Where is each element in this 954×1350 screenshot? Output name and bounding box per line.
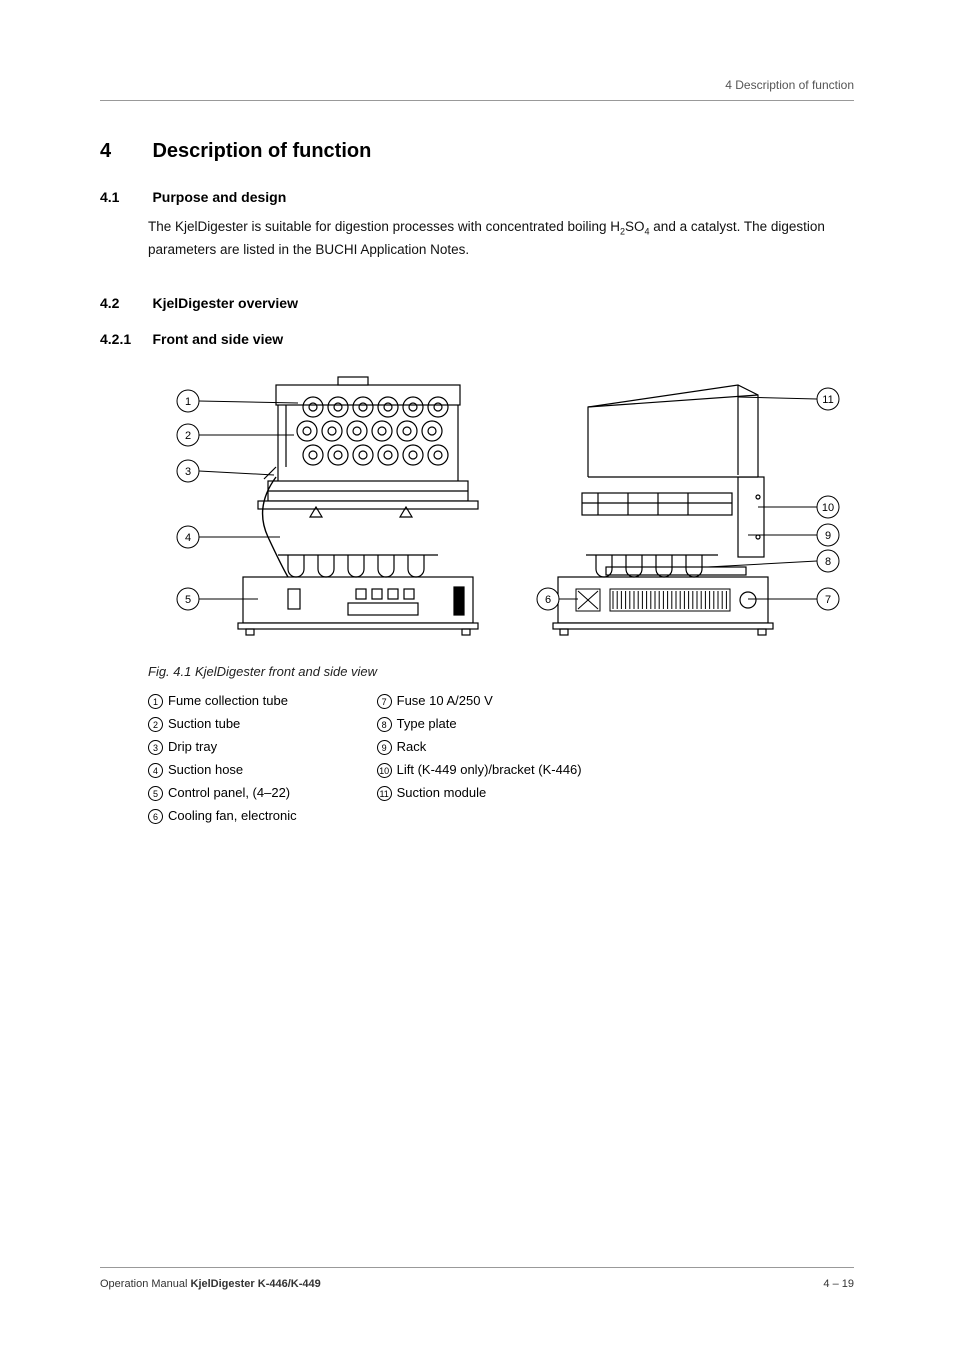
- header-right-text: 4 Description of function: [725, 78, 854, 92]
- svg-text:7: 7: [825, 594, 831, 606]
- subsection-42-number: 4.2: [100, 295, 148, 311]
- legend-circle-2: 2: [148, 717, 163, 732]
- subsection-41-body: The KjelDigester is suitable for digesti…: [148, 217, 854, 261]
- svg-text:10: 10: [822, 502, 834, 514]
- svg-text:6: 6: [545, 594, 551, 606]
- svg-text:9: 9: [825, 530, 831, 542]
- footer-right: 4 – 19: [823, 1278, 854, 1290]
- legend-text-1: Fume collection tube: [168, 693, 288, 708]
- legend-item-6: 6 Cooling fan, electronic: [148, 808, 297, 824]
- subsection-42-title: KjelDigester overview: [152, 295, 298, 311]
- footer-left: Operation Manual KjelDigester K-446/K-44…: [100, 1278, 321, 1290]
- footer-left-bold: KjelDigester K-446/K-449: [191, 1278, 321, 1290]
- legend-item-5: 5 Control panel, (4–22): [148, 785, 297, 801]
- legend-circle-8: 8: [377, 717, 392, 732]
- legend-text-7: Fuse 10 A/250 V: [397, 693, 493, 708]
- legend-column-right: 7 Fuse 10 A/250 V 8 Type plate 9 Rack 10 Lift (…: [377, 693, 582, 824]
- legend-text-8: Type plate: [397, 716, 457, 731]
- legend-circle-1: 1: [148, 694, 163, 709]
- subsection-421-title: Front and side view: [152, 331, 283, 347]
- legend-circle-5: 5: [148, 786, 163, 801]
- legend-item-10: 10 Lift (K-449 only)/bracket (K-446): [377, 762, 582, 778]
- legend-text-2: Suction tube: [168, 716, 240, 731]
- header-divider: [100, 100, 854, 101]
- legend-circle-6: 6: [148, 809, 163, 824]
- subsection-421-number: 4.2.1: [100, 331, 148, 347]
- legend-container: 1 Fume collection tube 2 Suction tube 3 Drip …: [148, 693, 854, 824]
- legend-circle-3: 3: [148, 740, 163, 755]
- footer-left-plain: Operation Manual: [100, 1278, 191, 1290]
- section-heading-row: 4 Description of function: [100, 140, 854, 163]
- svg-text:8: 8: [825, 556, 831, 568]
- legend-item-7: 7 Fuse 10 A/250 V: [377, 693, 582, 709]
- subsection-41-number: 4.1: [100, 189, 148, 205]
- body-part-1: The KjelDigester is suitable for digesti…: [148, 219, 620, 234]
- legend-text-10: Lift (K-449 only)/bracket (K-446): [397, 762, 582, 777]
- section-title: Description of function: [152, 140, 371, 163]
- legend-text-11: Suction module: [397, 785, 487, 800]
- legend-circle-7: 7: [377, 694, 392, 709]
- subsection-41-title: Purpose and design: [152, 189, 286, 205]
- legend-text-3: Drip tray: [168, 739, 217, 754]
- legend-item-8: 8 Type plate: [377, 716, 582, 732]
- subsection-42-row: 4.2 KjelDigester overview: [100, 295, 854, 313]
- section-number: 4: [100, 140, 148, 163]
- svg-text:1: 1: [185, 396, 191, 408]
- figure-container: 1 2 3 4 5 6 11 10 9 8 7: [148, 367, 854, 642]
- legend-text-9: Rack: [397, 739, 427, 754]
- legend-circle-9: 9: [377, 740, 392, 755]
- legend-circle-10: 10: [377, 763, 392, 778]
- legend-item-9: 9 Rack: [377, 739, 582, 755]
- legend-item-1: 1 Fume collection tube: [148, 693, 297, 709]
- figure-svg: 1 2 3 4 5 6 11 10 9 8 7: [148, 367, 858, 637]
- figure-caption: Fig. 4.1 KjelDigester front and side vie…: [148, 664, 854, 679]
- svg-text:2: 2: [185, 430, 191, 442]
- legend-item-2: 2 Suction tube: [148, 716, 297, 732]
- subsection-421-row: 4.2.1 Front and side view: [100, 331, 854, 349]
- footer: Operation Manual KjelDigester K-446/K-44…: [100, 1267, 854, 1290]
- figure-svg-holder: 1 2 3 4 5 6 11 10 9 8 7: [148, 367, 858, 642]
- legend-item-4: 4 Suction hose: [148, 762, 297, 778]
- body-part-2: SO: [625, 219, 645, 234]
- legend-text-5: Control panel, (4–22): [168, 785, 290, 800]
- subsection-41-row: 4.1 Purpose and design: [100, 189, 854, 207]
- svg-text:11: 11: [822, 394, 833, 406]
- legend-circle-4: 4: [148, 763, 163, 778]
- legend-column-left: 1 Fume collection tube 2 Suction tube 3 Drip …: [148, 693, 297, 824]
- legend-circle-11: 11: [377, 786, 392, 801]
- legend-text-4: Suction hose: [168, 762, 243, 777]
- svg-text:3: 3: [185, 466, 191, 478]
- svg-text:4: 4: [185, 532, 191, 544]
- legend-item-3: 3 Drip tray: [148, 739, 297, 755]
- legend-text-6: Cooling fan, electronic: [168, 808, 297, 823]
- legend-item-11: 11 Suction module: [377, 785, 582, 801]
- svg-text:5: 5: [185, 594, 191, 606]
